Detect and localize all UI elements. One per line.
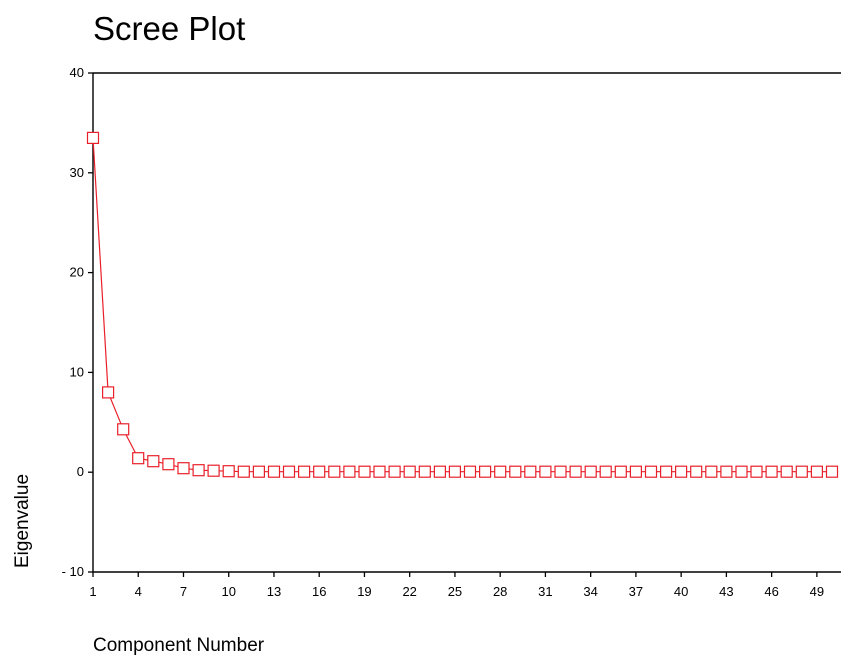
x-tick-label: 40 — [674, 584, 688, 599]
data-point-marker — [298, 465, 311, 478]
x-tick-label: 34 — [583, 584, 597, 599]
y-tick-label: 40 — [70, 65, 84, 80]
data-point-marker — [599, 465, 612, 478]
data-point-marker — [267, 465, 281, 478]
data-point-marker — [117, 423, 130, 436]
series-line — [92, 137, 832, 473]
data-point-marker — [177, 462, 190, 475]
y-tick-label: 30 — [70, 165, 84, 180]
y-axis-title: Eigenvalue — [12, 474, 33, 568]
data-point-marker — [690, 465, 703, 478]
x-tick-label: 4 — [135, 584, 142, 599]
data-point-marker — [810, 465, 824, 478]
y-tick-label: - 10 — [62, 564, 84, 579]
data-point-marker — [479, 465, 492, 478]
eigenvalue-series — [86, 131, 839, 478]
data-point-marker — [162, 458, 175, 471]
data-point-marker — [313, 465, 326, 478]
data-point-marker — [147, 455, 160, 468]
data-point-marker — [644, 465, 658, 478]
data-point-marker — [614, 465, 627, 478]
data-point-marker — [659, 465, 673, 478]
data-point-marker — [825, 465, 839, 478]
data-point-marker — [433, 465, 446, 478]
data-point-marker — [358, 465, 371, 478]
data-point-marker — [192, 464, 205, 477]
data-point-marker — [328, 465, 341, 478]
x-tick-label: 28 — [493, 584, 507, 599]
data-point-marker — [373, 465, 386, 478]
x-tick-label: 7 — [180, 584, 187, 599]
data-point-marker — [207, 464, 220, 477]
data-point-marker — [674, 465, 688, 478]
x-tick-label: 10 — [221, 584, 235, 599]
data-point-marker — [735, 465, 748, 478]
data-point-marker — [252, 465, 265, 478]
x-tick-label: 49 — [810, 584, 824, 599]
chart-title: Scree Plot — [93, 10, 245, 47]
x-axis-ticks: 1 4 7 10 13 16 19 22 25 28 31 34 37 40 43 46 49 — [89, 572, 824, 599]
data-point-marker — [765, 465, 778, 478]
x-tick-label: 43 — [719, 584, 733, 599]
data-point-marker — [509, 465, 522, 478]
y-axis-ticks: 40 30 20 10 0 - 10 — [62, 65, 93, 579]
data-point-marker — [795, 465, 808, 478]
data-point-marker — [282, 465, 296, 478]
data-point-marker — [494, 465, 507, 478]
data-point-marker — [524, 465, 537, 478]
y-tick-label: 0 — [77, 464, 84, 479]
data-point-marker — [448, 465, 461, 478]
data-point-marker — [101, 386, 115, 399]
x-tick-label: 13 — [267, 584, 281, 599]
x-axis-title: Component Number — [93, 635, 265, 656]
data-point-marker — [418, 465, 431, 478]
data-point-marker — [584, 465, 597, 478]
data-point-marker — [780, 465, 793, 478]
data-point-marker — [132, 452, 145, 465]
data-point-marker — [629, 465, 643, 478]
x-tick-label: 46 — [764, 584, 778, 599]
y-tick-label: 10 — [70, 364, 84, 379]
data-point-marker — [569, 465, 582, 478]
data-point-marker — [403, 465, 416, 478]
data-point-marker — [705, 465, 718, 478]
data-point-marker — [222, 465, 235, 478]
x-tick-label: 19 — [357, 584, 371, 599]
data-point-marker — [720, 465, 733, 478]
data-point-marker — [86, 131, 100, 144]
data-point-marker — [750, 465, 763, 478]
x-tick-label: 22 — [402, 584, 416, 599]
data-point-marker — [237, 465, 250, 478]
x-tick-label: 16 — [312, 584, 326, 599]
x-tick-label: 31 — [538, 584, 552, 599]
data-point-marker — [343, 465, 356, 478]
data-point-marker — [539, 465, 552, 478]
y-tick-label: 20 — [70, 265, 84, 280]
x-tick-label: 37 — [629, 584, 643, 599]
data-point-marker — [463, 465, 477, 478]
x-tick-label: 25 — [448, 584, 462, 599]
data-point-marker — [388, 465, 401, 478]
x-tick-label: 1 — [89, 584, 96, 599]
data-point-marker — [554, 465, 567, 478]
